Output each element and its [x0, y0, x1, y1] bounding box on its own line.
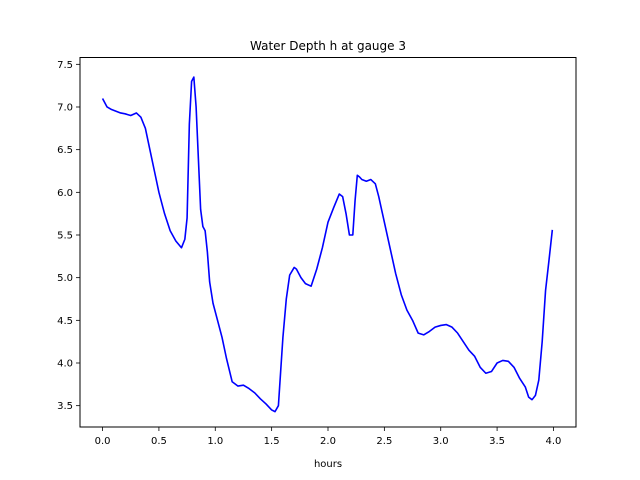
y-tick-label: 4.0: [57, 358, 73, 369]
x-tick-label: 0.5: [151, 436, 167, 447]
y-tick-label: 4.5: [57, 316, 73, 327]
x-tick-label: 3.0: [433, 436, 449, 447]
x-axis: 0.0 0.5 1.0 1.5 2.0 2.5 3.0 3.5 4.0: [95, 427, 562, 447]
chart-title: Water Depth h at gauge 3: [250, 39, 406, 53]
y-tick-label: 5.5: [57, 230, 73, 241]
x-tick-label: 3.5: [489, 436, 505, 447]
x-tick-label: 4.0: [546, 436, 562, 447]
y-tick-label: 7.0: [57, 102, 73, 113]
x-tick-label: 1.5: [264, 436, 280, 447]
y-tick-label: 6.5: [57, 145, 73, 156]
plot-area: [101, 76, 554, 413]
y-tick-label: 6.0: [57, 188, 73, 199]
y-axis: 3.5 4.0 4.5 5.0 5.5 6.0 6.5 7.0 7.5: [57, 60, 80, 412]
y-tick-label: 5.0: [57, 273, 73, 284]
y-tick-label: 3.5: [57, 401, 73, 412]
x-tick-label: 2.5: [376, 436, 392, 447]
series-line-0: [101, 76, 554, 413]
y-tick-label: 7.5: [57, 60, 73, 71]
x-tick-label: 2.0: [320, 436, 336, 447]
x-tick-label: 0.0: [95, 436, 111, 447]
x-axis-label: hours: [314, 459, 342, 470]
x-tick-label: 1.0: [207, 436, 223, 447]
